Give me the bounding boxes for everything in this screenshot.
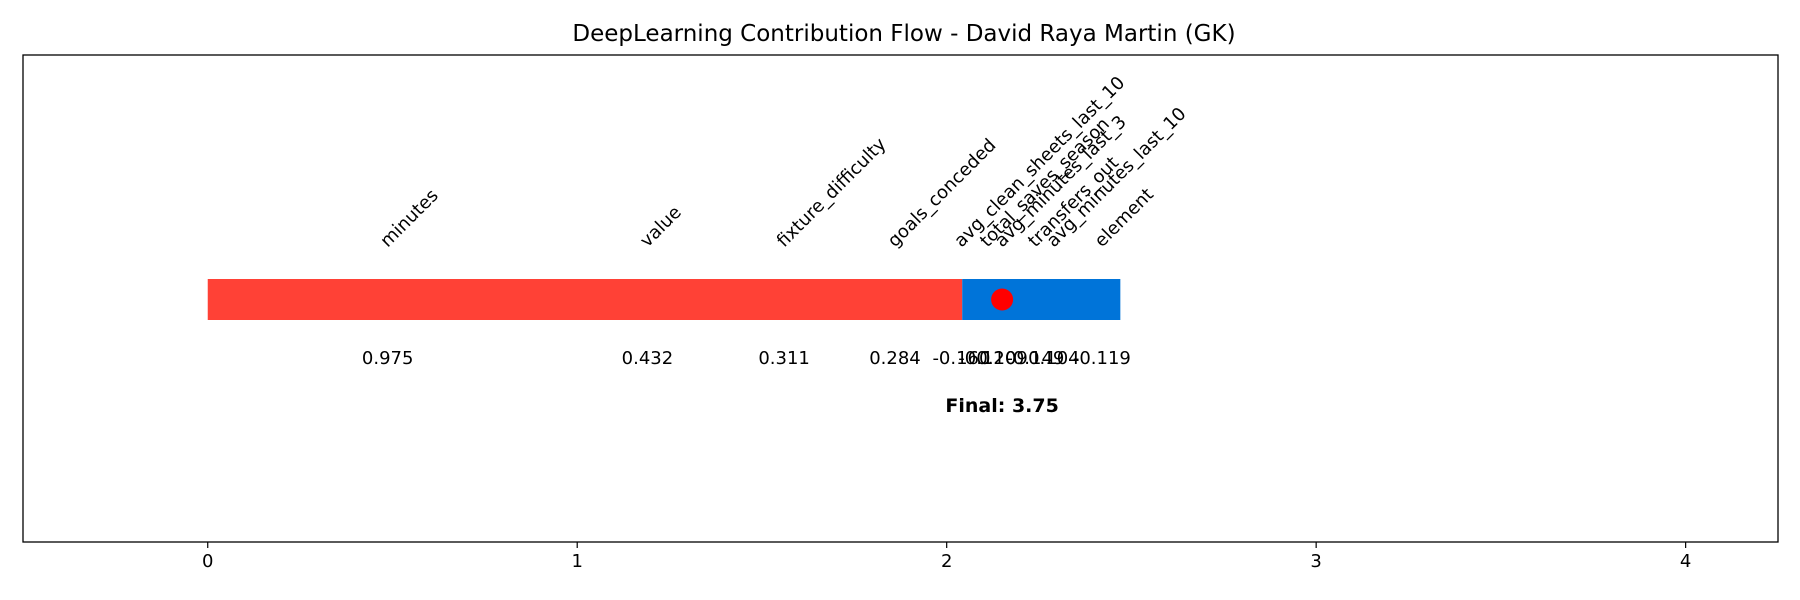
contribution-value-label: 0.104 — [1028, 348, 1080, 369]
chart-title: DeepLearning Contribution Flow - David R… — [572, 21, 1235, 47]
final-prediction-marker — [991, 288, 1014, 311]
feature-label: value — [636, 202, 686, 252]
contribution-value-label: 0.975 — [362, 348, 414, 369]
contribution-value-label: 0.109 — [976, 348, 1028, 369]
contribution-value-label: 0.432 — [622, 348, 674, 369]
contribution-value-label: -0.120 — [958, 348, 1016, 369]
x-tick-label: 3 — [1310, 551, 1321, 572]
contribution-segment-negative — [962, 279, 1121, 320]
x-tick-label: 0 — [202, 551, 213, 572]
axes-frame — [22, 54, 1779, 543]
plot-area: minutes 0.975 value 0.432 fixture_difficulty… — [207, 72, 1191, 417]
feature-label: fixture_difficulty — [773, 134, 891, 252]
x-tick-label: 2 — [941, 551, 952, 572]
feature-label: minutes — [376, 185, 442, 251]
x-tick-label: 1 — [571, 551, 582, 572]
contribution-value-label: -0.119 — [1073, 348, 1131, 369]
x-tick-label: 4 — [1680, 551, 1691, 572]
final-value-label: Final: 3.75 — [945, 395, 1058, 417]
x-axis: 0 1 2 3 4 — [202, 542, 1691, 572]
contribution-segment-positive — [207, 279, 963, 320]
contribution-value-label: 0.284 — [869, 348, 921, 369]
contribution-value-label: -0.149 — [1006, 348, 1064, 369]
contribution-value-label: -0.160 — [932, 348, 990, 369]
contribution-value-label: 0.311 — [758, 348, 810, 369]
